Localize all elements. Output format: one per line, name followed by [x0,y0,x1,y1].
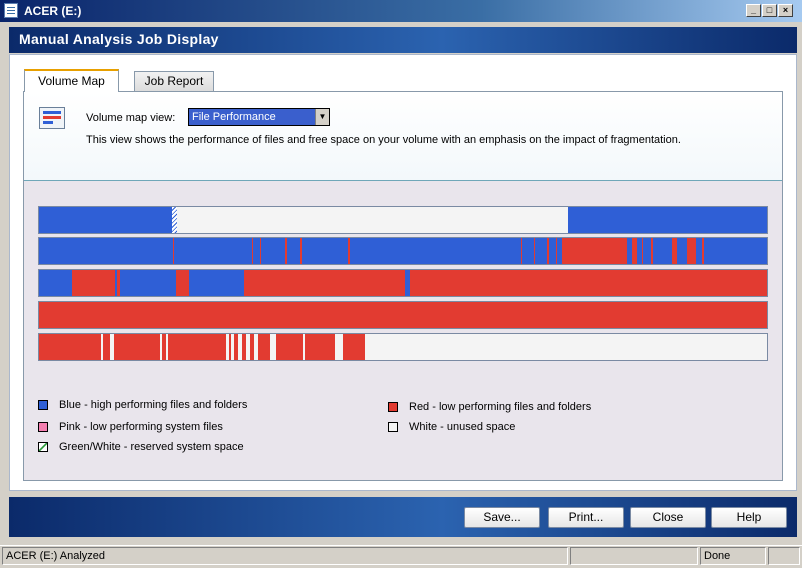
map-segment-red [348,238,350,264]
map-segment-red [409,270,767,296]
map-segment-white [246,334,251,360]
print-button[interactable]: Print... [548,507,624,528]
map-segment-blue [39,270,73,296]
map-segment-red [632,238,637,264]
view-label: Volume map view: [86,112,176,124]
chevron-down-icon[interactable]: ▼ [315,109,329,125]
legend-swatch-reserved [38,442,48,452]
volume-map-icon [39,107,65,129]
map-segment-white [165,334,168,360]
volume-map-row[interactable] [38,206,768,234]
map-segment-red [285,238,287,264]
map-segment-red [641,238,644,264]
volume-map: Blue - high performing files and folders… [24,181,782,480]
map-segment-red [259,238,262,264]
view-description: This view shows the performance of files… [86,134,681,146]
status-left: ACER (E:) Analyzed [2,547,568,565]
map-segment-red [702,238,704,264]
map-segment-red [116,270,120,296]
map-segment-blue [119,270,176,296]
resize-grip[interactable] [768,547,800,565]
map-segment-red [175,270,189,296]
legend-label: Green/White - reserved system space [59,441,244,453]
selected-view: File Performance [192,111,276,123]
map-segment-white [302,334,306,360]
map-segment-red [555,238,558,264]
map-segment-reserved [172,207,177,233]
map-segment-blue [39,207,173,233]
map-segment-blue [115,270,117,296]
map-segment-red [534,238,536,264]
volume-map-row[interactable] [38,301,768,329]
page-title: Manual Analysis Job Display [19,31,219,47]
window-title: ACER (E:) [24,4,82,18]
map-segment-white [159,334,163,360]
volume-map-row[interactable] [38,237,768,265]
save-button[interactable]: Save... [464,507,540,528]
map-segment-white [110,334,114,360]
map-segment-white [254,334,259,360]
map-segment-blue [567,207,767,233]
map-segment-red [39,302,767,328]
legend-label: White - unused space [409,421,516,433]
legend-swatch-pink [38,422,48,432]
map-segment-white [231,334,235,360]
map-segment-white [365,334,767,360]
maximize-button[interactable]: □ [762,4,777,17]
help-button[interactable]: Help [711,507,787,528]
legend-label: Red - low performing files and folders [409,401,592,413]
map-segment-red [39,334,366,360]
map-segment-red [686,238,697,264]
map-segment-blue [39,238,767,264]
map-segment-red [352,270,354,296]
volume-map-view-select[interactable]: File Performance ▼ [188,108,330,126]
map-segment-red [651,238,653,264]
status-bar: ACER (E:) Analyzed Done [0,545,802,568]
map-segment-white [226,334,229,360]
map-segment-red [520,238,523,264]
map-segment-blue [188,270,245,296]
button-bar: Save... Print... Close Help [9,497,797,537]
map-segment-red [251,238,254,264]
map-segment-red [267,270,270,296]
volume-map-row[interactable] [38,333,768,361]
map-segment-red [320,270,323,296]
map-segment-red [72,270,116,296]
legend-swatch-blue [38,400,48,410]
tab-volume-map[interactable]: Volume Map [24,69,119,92]
tab-job-report[interactable]: Job Report [134,71,214,91]
map-segment-red [300,238,302,264]
map-segment-white [238,334,243,360]
map-segment-white [176,207,568,233]
status-middle [570,547,698,565]
map-segment-red [671,238,677,264]
title-bar[interactable]: ACER (E:) _ □ × [0,0,802,22]
legend-label: Blue - high performing files and folders [59,399,248,411]
map-segment-blue [405,270,410,296]
map-segment-red [547,238,549,264]
page-header: Manual Analysis Job Display [9,27,797,53]
legend-swatch-white [388,422,398,432]
status-right: Done [700,547,766,565]
map-segment-red [244,270,406,296]
tab-content: Volume map view: File Performance ▼ This… [23,91,783,481]
app-icon [4,3,18,18]
close-window-button[interactable]: × [778,4,793,17]
map-segment-white [269,334,276,360]
volume-map-row[interactable] [38,269,768,297]
map-segment-white [100,334,104,360]
legend-swatch-red [388,402,398,412]
map-segment-red [562,238,628,264]
map-segment-white [334,334,343,360]
main-panel: Volume Map Job Report Volume map view: F… [9,54,797,491]
map-segment-red [293,270,296,296]
close-button[interactable]: Close [630,507,706,528]
minimize-button[interactable]: _ [746,4,761,17]
legend-label: Pink - low performing system files [59,421,223,433]
map-segment-red [172,238,175,264]
view-controls: Volume map view: File Performance ▼ This… [24,92,782,181]
